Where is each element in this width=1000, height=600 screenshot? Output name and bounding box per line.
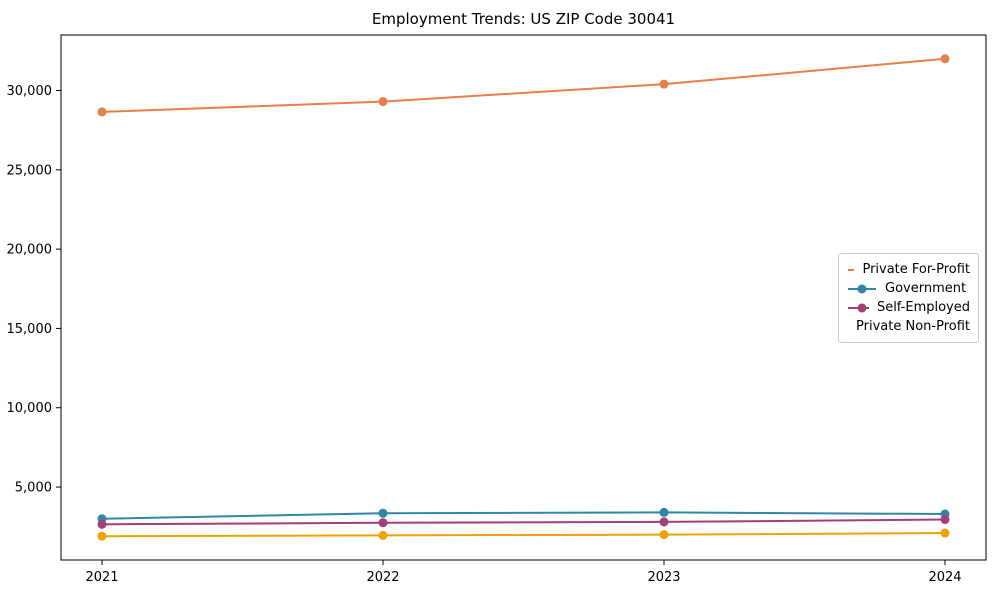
y-axis-tick-label: 5,000 [15, 481, 52, 496]
y-axis-tick-label: 10,000 [7, 401, 53, 416]
legend-marker-icon [848, 303, 869, 312]
y-axis-tick-label: 25,000 [7, 163, 53, 178]
legend-label: Government [885, 281, 967, 296]
series-line-self-employed [101, 518, 946, 526]
series-line-government [101, 511, 946, 520]
legend-item-private-for-profit: Private For-Profit [847, 260, 970, 279]
data-point-private-non-profit [659, 530, 669, 540]
legend-item-government: Government [847, 279, 970, 298]
y-axis-tick-label: 20,000 [7, 243, 53, 258]
data-point-government [659, 507, 669, 517]
data-point-self-employed [659, 517, 669, 527]
legend-marker-icon [848, 268, 855, 271]
series-line-private-non-profit [101, 532, 946, 538]
chart-title: Employment Trends: US ZIP Code 30041 [371, 10, 676, 28]
legend-dot [857, 284, 867, 293]
x-axis-tick-label: 2021 [85, 570, 118, 585]
data-point-self-employed [97, 519, 107, 529]
legend-label: Private For-Profit [862, 262, 970, 277]
x-axis-tick-label: 2023 [647, 570, 680, 585]
data-point-government [378, 508, 388, 518]
data-point-private-for-profit [97, 107, 107, 117]
series-line-private-for-profit [101, 57, 946, 113]
data-point-private-for-profit [659, 79, 669, 89]
data-point-private-for-profit [378, 97, 388, 107]
legend-label: Private Non-Profit [856, 319, 970, 334]
x-axis-tick-label: 2024 [928, 570, 961, 585]
legend-item-private-non-profit: Private Non-Profit [847, 317, 970, 336]
legend: Private For-Profit Government Self-Employe… [838, 253, 979, 343]
data-point-self-employed [378, 518, 388, 528]
legend-dot [857, 303, 867, 312]
plot-border [60, 34, 987, 561]
legend-marker-icon [848, 284, 876, 293]
data-point-private-for-profit [940, 54, 950, 64]
legend-label: Self-Employed [876, 300, 970, 315]
x-axis-tick-label: 2022 [366, 570, 399, 585]
legend-item-self-employed: Self-Employed [847, 298, 970, 317]
data-point-self-employed [940, 515, 950, 525]
data-point-private-non-profit [97, 531, 107, 541]
y-axis-tick-label: 30,000 [7, 84, 53, 99]
y-axis-tick-label: 15,000 [7, 322, 53, 337]
data-point-private-non-profit [378, 530, 388, 540]
data-point-private-non-profit [940, 528, 950, 538]
legend-marker-icon [848, 325, 849, 328]
